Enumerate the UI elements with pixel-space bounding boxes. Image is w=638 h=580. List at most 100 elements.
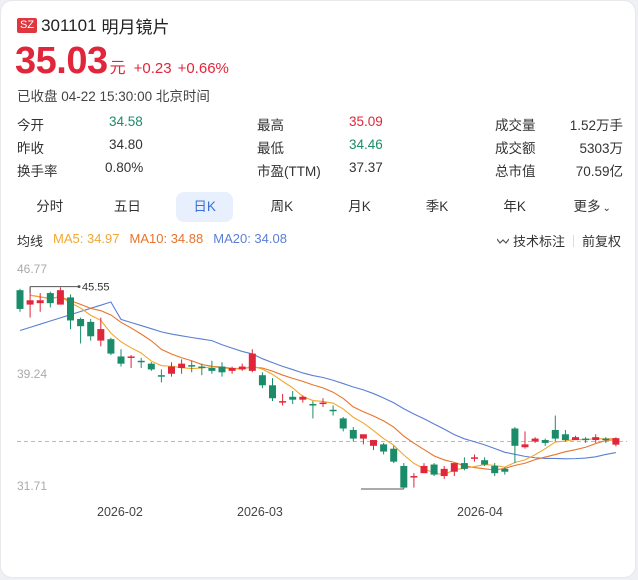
stats-row: 今开 34.58 最高 35.09 成交量 1.52万手 [17,114,627,137]
stat-value: 37.37 [349,160,383,175]
ma-label: 均线 [17,234,44,249]
stat-value: 34.58 [109,114,143,129]
stat-value: 34.80 [109,137,143,152]
candle [410,476,418,478]
tab-monthly-k[interactable]: 月K [348,199,371,214]
candle [97,329,105,341]
stats-grid: 今开 34.58 最高 35.09 成交量 1.52万手 昨收 34.80 最低… [17,114,627,183]
candle [309,404,317,406]
chevron-down-icon: ⌄ [602,203,611,214]
candle [420,465,428,474]
candle [26,300,34,305]
stat-value: 5303万 [579,141,623,156]
stat-value: 1.52万手 [569,118,623,133]
candle [612,438,620,445]
stat-label: 昨收 [17,141,44,156]
stat-label: 换手率 [17,164,58,179]
candle [370,440,377,446]
candle [137,360,145,363]
candle [67,297,74,321]
tab-intraday[interactable]: 分时 [36,199,64,214]
stock-name: 明月镜片 [101,18,170,37]
period-tabs: 分时 五日 日K 周K 月K 季K 年K 更多 ⌄ [11,192,631,222]
candle [471,457,478,459]
candle [460,463,468,469]
candle [56,290,64,305]
candle [541,440,549,443]
candle [188,365,196,367]
candle [339,418,347,429]
candle [218,366,226,373]
current-price: 35.03 [15,40,108,82]
candle [551,429,559,439]
candle [349,429,357,439]
candle [319,402,327,405]
candle [77,318,85,327]
candle [440,468,448,477]
candle [238,366,246,370]
x-tick: 2026-02 [97,505,143,519]
candle [359,434,367,439]
candle [572,437,579,441]
price-change-pct: +0.66% [177,60,229,77]
candle [178,363,186,368]
exchange-badge: SZ [17,18,38,33]
stat-label: 成交额 [495,141,536,156]
stat-label: 市盈(TTM) [257,164,321,179]
candle [531,438,539,442]
tech-annotation-toggle[interactable]: 技术标注 [496,231,565,250]
tab-quarterly-k[interactable]: 季K [425,199,449,214]
divider [572,234,574,247]
candle [450,463,458,472]
adjust-mode-button[interactable]: 前复权 [581,234,621,249]
stock-code: 301101 [41,15,97,35]
tab-daily-k[interactable]: 日K [176,192,234,222]
candle [127,356,135,358]
stat-value: 70.59亿 [575,164,623,179]
tab-five-day[interactable]: 五日 [113,199,141,214]
candle [592,437,600,441]
price-row: 35.03 元 +0.23 +0.66% [15,41,229,81]
candle [400,465,408,488]
candlestick-plot: 45.55 [16,282,627,490]
tab-more[interactable]: 更多 ⌄ [553,192,631,222]
x-tick: 2026-03 [237,505,283,519]
y-tick-max: 46.77 [17,262,48,276]
candle [521,444,529,448]
candle [208,367,216,371]
stat-value: 34.46 [349,137,383,152]
candle [228,367,236,371]
candle [168,366,175,374]
candle [107,339,115,354]
x-tick: 2026-04 [457,505,503,519]
candle [157,375,165,377]
candle [561,434,569,441]
candle [299,396,307,400]
candle [501,468,509,472]
candle [511,428,519,446]
zigzag-icon [496,238,509,244]
moving-average-legend: 均线 MA5: 34.97 MA10: 34.88 MA20: 34.08 [17,231,287,250]
candle [602,438,610,441]
kline-chart[interactable]: 45.55 46.77 39.24 31.71 2026-02 2026-03 … [1,256,637,526]
svg-text:45.55: 45.55 [82,282,110,294]
candle [329,409,337,412]
candle [198,366,206,369]
candle [117,356,125,364]
candle [289,396,297,400]
y-tick-mid: 39.24 [17,367,48,381]
tab-yearly-k[interactable]: 年K [503,199,526,214]
stats-row: 昨收 34.80 最低 34.46 成交额 5303万 [17,137,627,160]
ma20-value: MA20: 34.08 [213,231,287,246]
stat-label: 成交量 [495,118,536,133]
tab-weekly-k[interactable]: 周K [270,199,294,214]
candle [582,438,590,441]
stats-row: 换手率 0.80% 市盈(TTM) 37.37 总市值 70.59亿 [17,160,627,183]
ma10-value: MA10: 34.88 [129,231,204,246]
candle [481,460,489,465]
candle [147,363,155,370]
price-unit: 元 [109,60,126,77]
stat-label: 总市值 [495,164,536,179]
candle [279,401,287,403]
